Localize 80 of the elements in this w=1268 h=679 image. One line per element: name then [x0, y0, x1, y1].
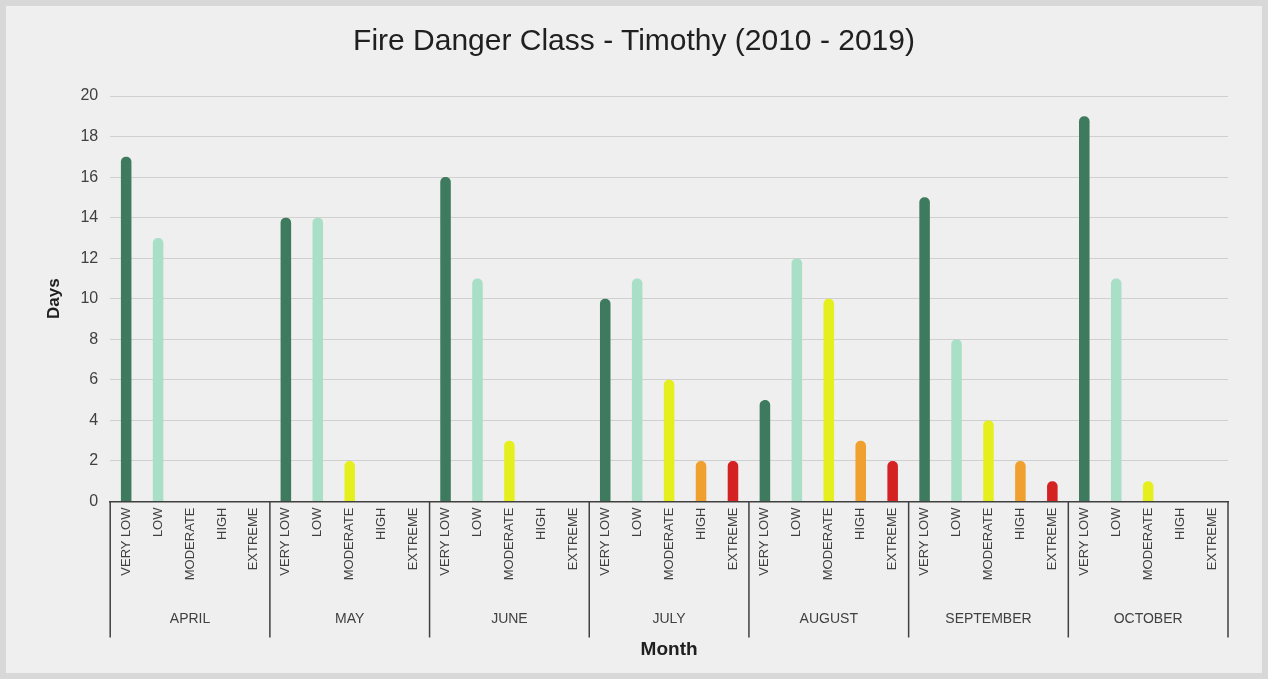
text: AUGUST: [799, 610, 859, 627]
x-tick-label: MODERATE: [980, 507, 996, 581]
x-tick-label: VERY LOW: [756, 506, 772, 576]
x-tick-label: LOW: [628, 506, 644, 538]
bar: [1015, 460, 1026, 501]
bar: [280, 217, 292, 501]
bar: [504, 440, 515, 501]
bar: [312, 217, 324, 501]
bar: [1110, 278, 1122, 501]
bar: [791, 258, 803, 501]
x-tick-label: EXTREME: [884, 507, 900, 571]
x-tick-label: HIGH: [213, 507, 229, 540]
bar: [344, 460, 355, 501]
y-tick-label: 18: [80, 126, 99, 144]
y-tick-label: 0: [89, 491, 99, 509]
x-tick-label: LOW: [1107, 506, 1123, 538]
bar: [599, 298, 611, 501]
x-tick-label: EXTREME: [1203, 507, 1219, 571]
x-tick-label: VERY LOW: [437, 506, 453, 576]
x-tick-label: MODERATE: [1139, 507, 1155, 581]
x-axis-title: Month: [640, 637, 698, 659]
bar: [727, 460, 739, 501]
bar: [152, 237, 164, 501]
x-tick-label: LOW: [469, 506, 485, 538]
bar: [983, 420, 994, 501]
bar: [695, 460, 707, 501]
y-tick-label: 16: [80, 167, 99, 185]
y-tick-label: 12: [80, 248, 99, 266]
bar: [1079, 116, 1090, 501]
x-tick-label: HIGH: [852, 507, 868, 540]
x-tick-label: VERY LOW: [596, 506, 612, 576]
bar: [919, 197, 930, 501]
text: SEPTEMBER: [945, 610, 1032, 627]
x-tick-label: MODERATE: [660, 507, 676, 581]
bar: [120, 156, 132, 501]
bar: [759, 400, 771, 501]
bar: [440, 177, 451, 501]
chart-title: Fire Danger Class - Timothy (2010 - 2019): [353, 23, 915, 57]
text: JULY: [652, 610, 687, 627]
y-tick-label: 6: [89, 370, 99, 388]
text: APRIL: [169, 610, 211, 627]
x-tick-label: EXTREME: [405, 507, 421, 571]
x-tick-label: HIGH: [1011, 507, 1027, 540]
x-tick-label: MODERATE: [341, 507, 357, 581]
x-tick-label: HIGH: [692, 507, 708, 540]
y-axis-title: Days: [43, 278, 63, 320]
x-tick-label: MODERATE: [181, 507, 197, 581]
text: MAY: [335, 610, 366, 627]
x-tick-label: EXTREME: [245, 507, 261, 571]
bar: [855, 440, 866, 501]
x-tick-label: VERY LOW: [277, 506, 293, 576]
y-tick-label: 8: [89, 329, 99, 347]
x-tick-label: VERY LOW: [117, 506, 133, 576]
x-tick-label: LOW: [309, 506, 325, 538]
bar: [631, 278, 643, 501]
x-tick-label: VERY LOW: [1075, 506, 1091, 576]
x-tick-label: EXTREME: [724, 507, 740, 571]
x-tick-label: HIGH: [373, 507, 389, 540]
text: JUNE: [491, 610, 528, 627]
x-tick-label: HIGH: [532, 507, 548, 540]
x-tick-label: HIGH: [1171, 507, 1187, 540]
x-tick-label: LOW: [948, 506, 964, 538]
x-tick-label: MODERATE: [500, 507, 516, 581]
x-tick-label: LOW: [788, 506, 804, 538]
y-tick-label: 14: [80, 208, 99, 226]
x-tick-label: LOW: [149, 506, 165, 538]
bar: [823, 298, 835, 501]
text: OCTOBER: [1113, 610, 1183, 627]
y-tick-label: 2: [89, 451, 99, 469]
bar: [887, 460, 898, 501]
y-tick-label: 20: [80, 86, 99, 104]
x-tick-label: MODERATE: [820, 507, 836, 581]
bar: [951, 339, 962, 501]
y-tick-label: 10: [80, 289, 99, 307]
y-tick-label: 4: [89, 410, 99, 428]
bar: [472, 278, 483, 501]
x-tick-label: EXTREME: [1043, 507, 1059, 571]
x-tick-label: VERY LOW: [916, 506, 932, 576]
x-tick-label: EXTREME: [564, 507, 580, 571]
bar: [663, 379, 675, 501]
